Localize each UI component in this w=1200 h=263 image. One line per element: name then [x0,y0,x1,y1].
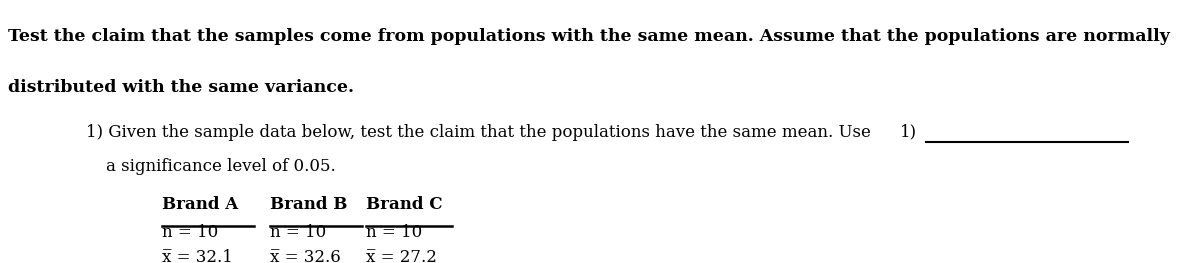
Text: 1): 1) [900,124,917,141]
Text: n = 10: n = 10 [366,224,422,241]
Text: n = 10: n = 10 [162,224,218,241]
Text: Test the claim that the samples come from populations with the same mean. Assume: Test the claim that the samples come fro… [8,28,1170,45]
Text: 1) Given the sample data below, test the claim that the populations have the sam: 1) Given the sample data below, test the… [86,124,871,141]
Text: Brand C: Brand C [366,196,443,213]
Text: Brand A: Brand A [162,196,239,213]
Text: x̅ = 27.2: x̅ = 27.2 [366,249,437,263]
Text: n = 10: n = 10 [270,224,326,241]
Text: x̅ = 32.1: x̅ = 32.1 [162,249,233,263]
Text: a significance level of 0.05.: a significance level of 0.05. [106,158,335,175]
Text: Brand B: Brand B [270,196,347,213]
Text: x̅ = 32.6: x̅ = 32.6 [270,249,341,263]
Text: distributed with the same variance.: distributed with the same variance. [8,79,354,96]
